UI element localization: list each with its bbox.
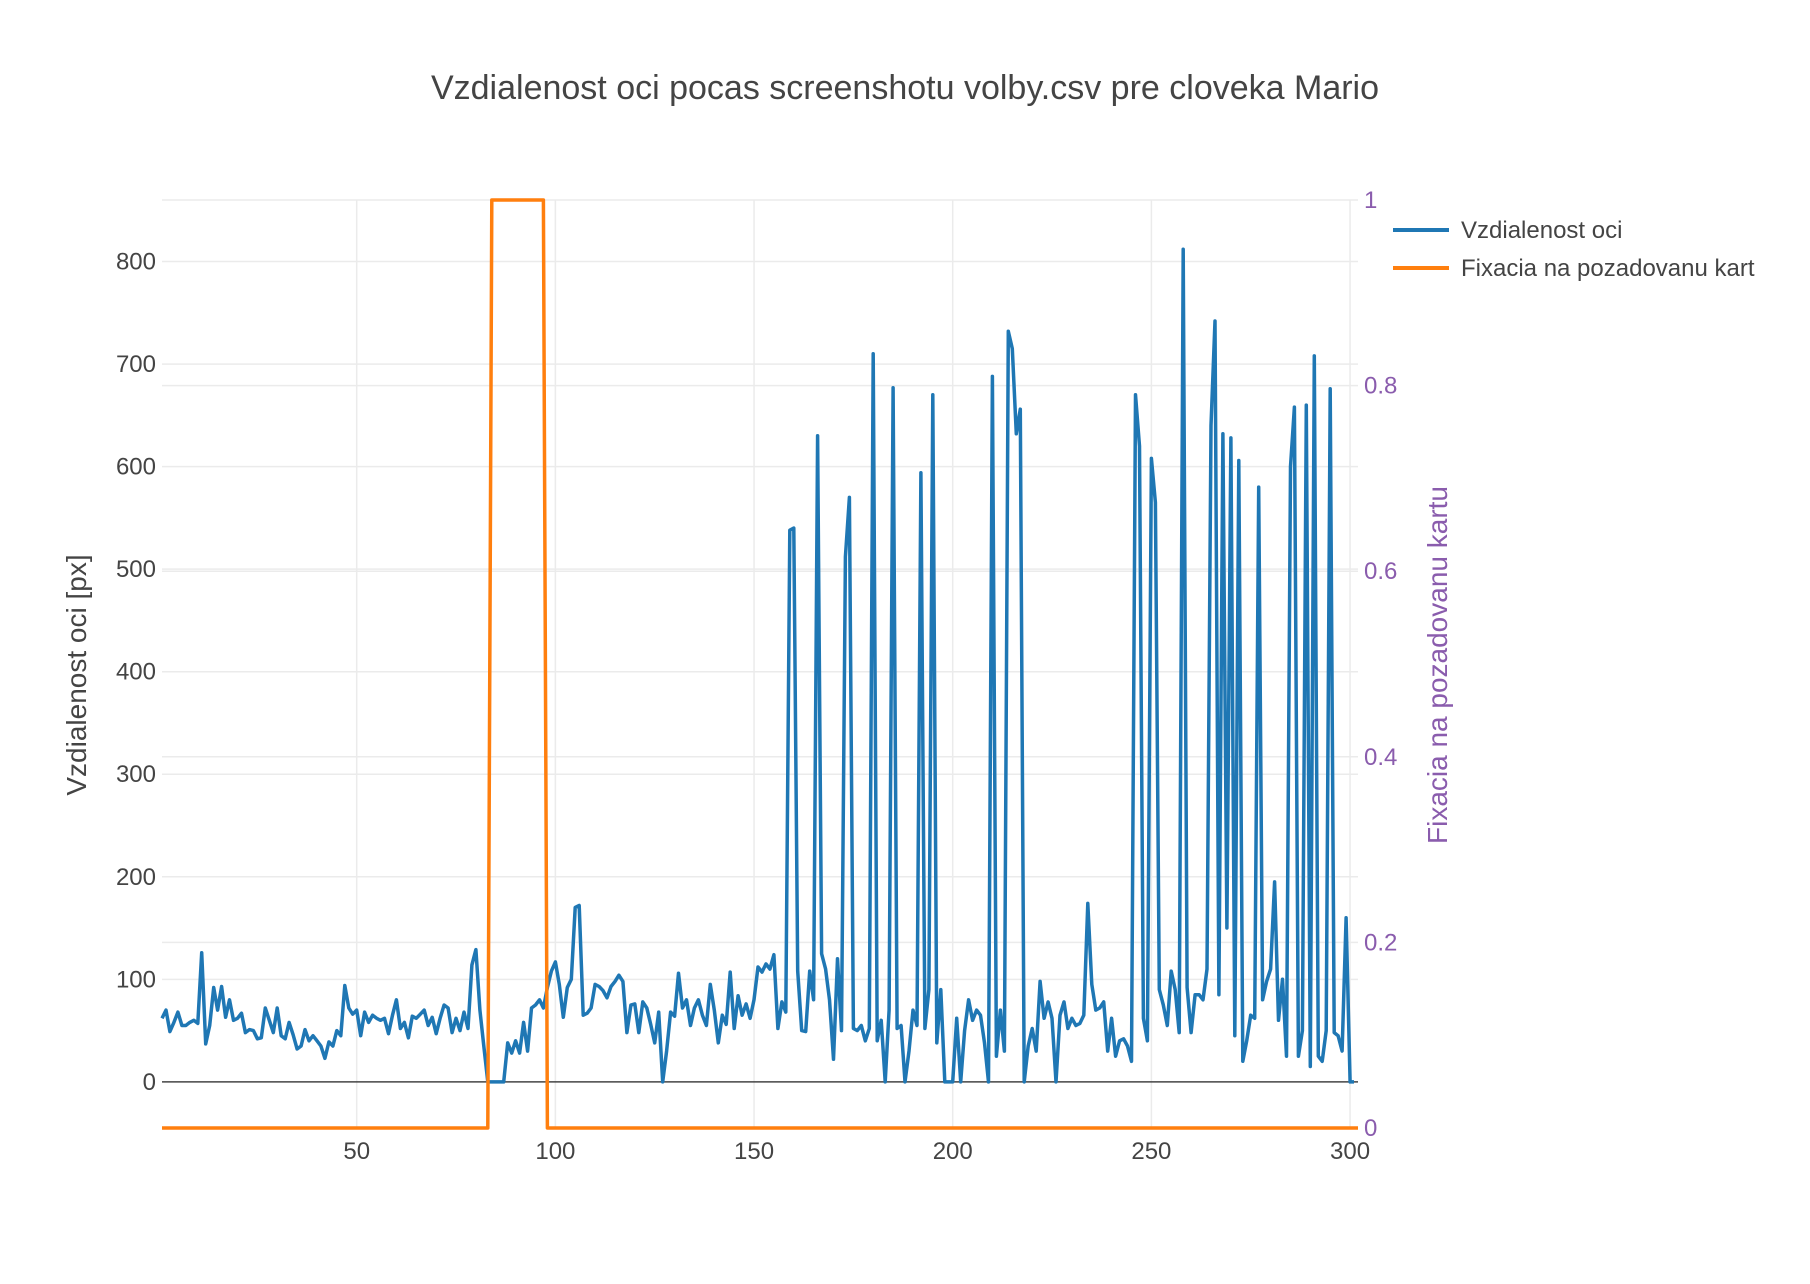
- series-layer: [160, 198, 1358, 1130]
- x-tick-label: 300: [1330, 1138, 1370, 1165]
- y2-axis-label: Fixacia na pozadovanu kartu: [1422, 486, 1453, 844]
- y-gridlines: [162, 199, 1358, 981]
- legend-label-fixation: Fixacia na pozadovanu kart: [1461, 255, 1755, 282]
- x-tick-label: 150: [734, 1138, 774, 1165]
- x-tick-label: 50: [343, 1138, 370, 1165]
- x-tick-label: 250: [1131, 1138, 1171, 1165]
- y2-tick-label: 0.6: [1364, 558, 1397, 585]
- y-tick-label: 0: [143, 1069, 156, 1096]
- y2-tick-label: 0: [1364, 1115, 1377, 1142]
- y-tick-label: 400: [116, 659, 156, 686]
- x-tick-label: 100: [535, 1138, 575, 1165]
- chart-title: Vzdialenost oci pocas screenshotu volby.…: [431, 69, 1379, 107]
- y-tick-label: 200: [116, 864, 156, 891]
- y-tick-label: 100: [116, 966, 156, 993]
- y2-tick-label: 0.2: [1364, 929, 1397, 956]
- x-tick-label: 200: [933, 1138, 973, 1165]
- y-axis-ticks: 0 100 200 300 400 500 600 700 800: [116, 249, 156, 1096]
- y-tick-label: 700: [116, 351, 156, 378]
- series-line-distance: [160, 247, 1354, 1084]
- legend[interactable]: Vzdialenost oci Fixacia na pozadovanu ka…: [1393, 217, 1755, 282]
- y-tick-label: 500: [116, 556, 156, 583]
- legend-item-distance[interactable]: Vzdialenost oci: [1393, 217, 1622, 244]
- legend-item-fixation[interactable]: Fixacia na pozadovanu kart: [1393, 255, 1755, 282]
- series-line-fixation: [162, 198, 1358, 1130]
- y-axis-label: Vzdialenost oci [px]: [61, 554, 92, 795]
- y2-axis-ticks: 0 0.2 0.4 0.6 0.8 1: [1364, 187, 1397, 1142]
- y-tick-label: 800: [116, 249, 156, 276]
- y2-tick-label: 0.4: [1364, 744, 1397, 771]
- legend-label-distance: Vzdialenost oci: [1461, 217, 1622, 244]
- y2-tick-label: 1: [1364, 187, 1377, 214]
- x-axis-ticks: 50 100 150 200 250 300: [343, 1138, 1370, 1165]
- y-tick-label: 600: [116, 454, 156, 481]
- y2-tick-label: 0.8: [1364, 373, 1397, 400]
- y-tick-label: 300: [116, 761, 156, 788]
